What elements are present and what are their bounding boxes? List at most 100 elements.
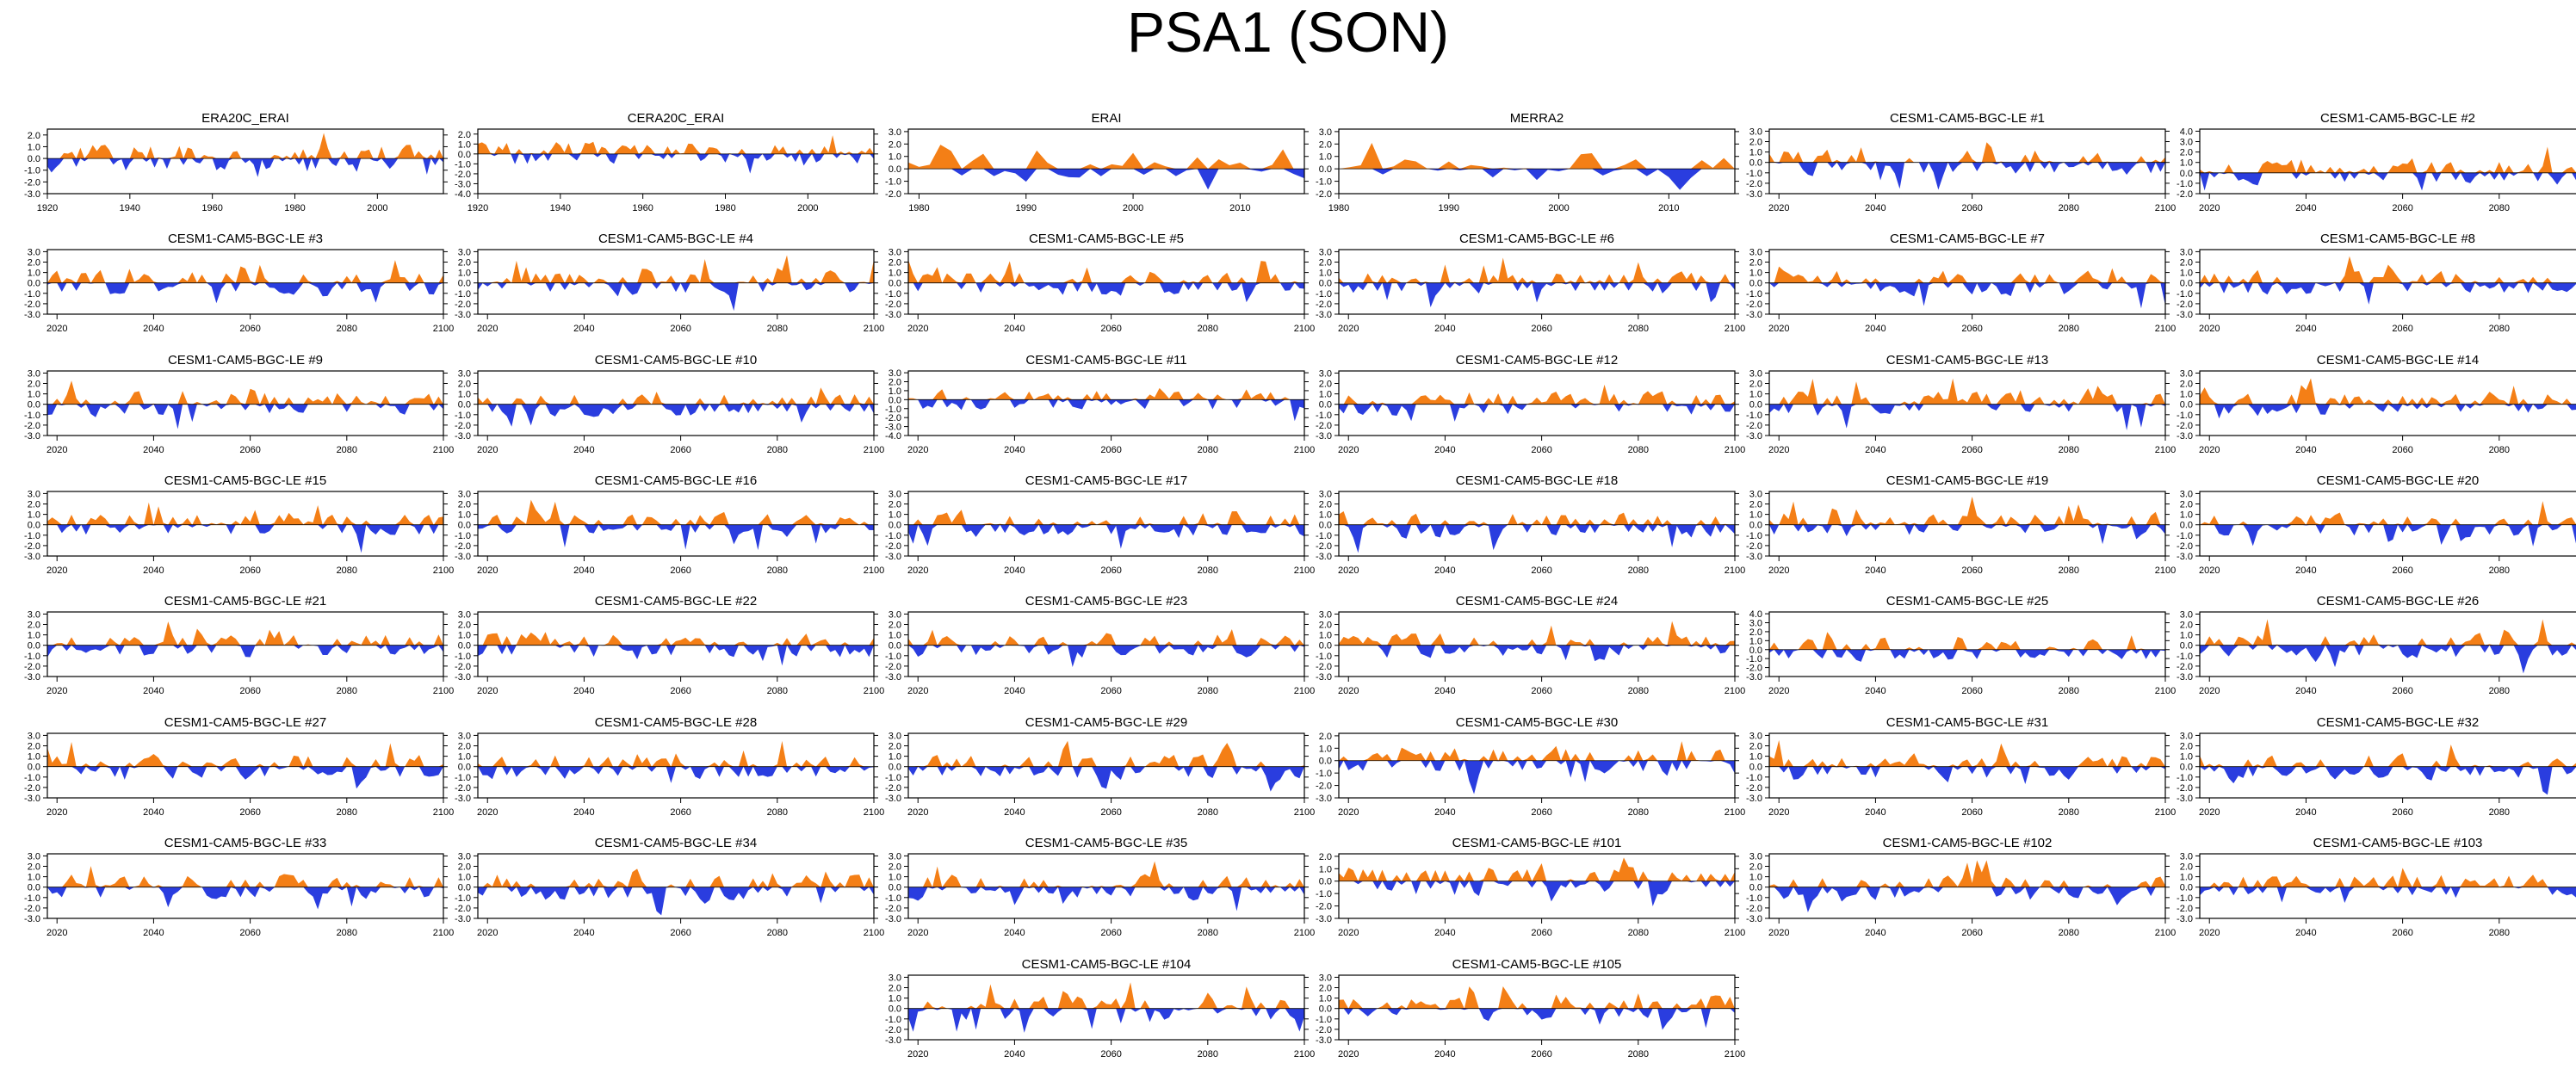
y-tick-label: -3.0: [455, 672, 471, 683]
y-tick-label: 2.0: [1319, 621, 1332, 631]
y-tick-label: -1.0: [24, 652, 40, 662]
y-tick-label: -1.0: [2177, 652, 2193, 662]
y-tick-label: -3.0: [24, 552, 40, 562]
y-tick-label: -2.0: [885, 1025, 901, 1035]
y-tick-label: 2.0: [2180, 862, 2193, 873]
panel-frame: [907, 611, 1305, 677]
y-tick-label: -1.0: [1746, 411, 1762, 421]
positive-area: [908, 387, 1304, 400]
y-tick-label: -3.0: [1746, 552, 1762, 562]
x-tick-label: 2080: [2059, 324, 2079, 334]
y-tick-label: 2.0: [1319, 500, 1332, 510]
y-tick-label: 0.0: [889, 641, 901, 652]
panel-title: ERA20C_ERAI: [201, 111, 289, 126]
y-tick-label: 1.0: [2180, 631, 2193, 641]
positive-area: [478, 499, 874, 525]
panel-title: CESM1-CAM5-BGC-LE #25: [1886, 594, 2048, 609]
positive-area: [1769, 632, 2165, 650]
negative-area: [478, 645, 874, 666]
x-tick-label: 2040: [2295, 565, 2316, 576]
y-tick-label: -4.0: [885, 431, 901, 442]
panel: CESM1-CAM5-BGC-LE #10-3.0-2.0-1.00.01.02…: [455, 353, 884, 455]
y-tick-label: -1.0: [885, 177, 901, 188]
x-tick-label: 2100: [1725, 807, 1745, 818]
y-tick-label: -1.0: [1316, 652, 1332, 662]
y-tick-label: 3.0: [889, 489, 901, 499]
panel-title: CESM1-CAM5-BGC-LE #3: [168, 232, 323, 246]
negative-area: [2200, 645, 2576, 674]
x-tick-label: 2040: [1865, 928, 1886, 938]
x-tick-label: 2060: [1531, 807, 1551, 818]
y-tick-label: 1.0: [1749, 752, 1762, 763]
y-tick-label: 1.0: [458, 631, 471, 641]
positive-area: [1339, 143, 1735, 170]
x-tick-label: 2060: [1961, 565, 1982, 576]
panel-title: MERRA2: [1510, 111, 1564, 126]
panel-title: CESM1-CAM5-BGC-LE #5: [1029, 232, 1184, 246]
y-tick-label: -3.0: [885, 552, 901, 562]
x-tick-label: 2020: [1338, 445, 1359, 455]
panel-frame: [2199, 249, 2576, 315]
y-tick-label: -2.0: [24, 541, 40, 552]
panel: CESM1-CAM5-BGC-LE #27-3.0-2.0-1.00.01.02…: [24, 715, 454, 818]
panel: CESM1-CAM5-BGC-LE #34-3.0-2.0-1.00.01.02…: [455, 836, 884, 938]
x-tick-label: 2000: [367, 203, 387, 213]
panel-title: CESM1-CAM5-BGC-LE #31: [1886, 715, 2048, 730]
x-tick-label: 2040: [2295, 686, 2316, 696]
x-tick-label: 1940: [120, 203, 140, 213]
y-tick-label: 2.0: [1319, 258, 1332, 269]
x-tick-label: 2040: [1434, 1049, 1455, 1060]
negative-area: [47, 282, 443, 304]
y-tick-label: 2.0: [458, 130, 471, 140]
y-tick-label: 3.0: [889, 127, 901, 138]
y-tick-label: -1.0: [24, 166, 40, 176]
y-tick-label: 2.0: [1749, 627, 1762, 638]
y-tick-label: -1.0: [885, 405, 901, 415]
panel: CESM1-CAM5-BGC-LE #104 -3.0-2.0-1.00.01.0…: [885, 957, 1315, 1060]
y-tick-label: -3.0: [2177, 914, 2193, 924]
y-tick-label: 2.0: [889, 139, 901, 150]
y-tick-label: 3.0: [1749, 489, 1762, 499]
y-tick-label: -2.0: [24, 662, 40, 672]
x-tick-label: 2080: [2489, 565, 2510, 576]
panel: CESM1-CAM5-BGC-LE #32-3.0-2.0-1.00.01.02…: [2177, 715, 2576, 818]
x-tick-label: 2080: [2489, 807, 2510, 818]
x-tick-label: 2100: [1294, 565, 1315, 576]
y-tick-label: 0.0: [458, 279, 471, 289]
panel-frame: [46, 491, 444, 557]
panel-frame: [1338, 491, 1736, 557]
y-tick-label: -3.0: [1746, 672, 1762, 683]
x-tick-label: 2060: [1100, 928, 1121, 938]
x-tick-label: 2020: [477, 807, 498, 818]
y-tick-label: -2.0: [885, 541, 901, 552]
y-tick-label: -2.0: [24, 783, 40, 794]
positive-area: [47, 621, 443, 646]
x-tick-label: 2060: [239, 807, 260, 818]
panel-title: CESM1-CAM5-BGC-LE #13: [1886, 353, 2048, 368]
y-tick-label: 0.0: [889, 1004, 901, 1015]
positive-area: [1339, 986, 1735, 1009]
y-tick-label: 2.0: [889, 258, 901, 269]
panel: CESM1-CAM5-BGC-LE #101 -3.0 -2.0 -1.0 0.0 1.0…: [1316, 836, 1745, 938]
positive-area: [1769, 378, 2165, 405]
y-tick-label: -3.0: [1316, 552, 1332, 562]
x-tick-label: 2100: [433, 565, 454, 576]
y-tick-label: 0.0: [889, 395, 901, 405]
y-tick-label: 3.0: [28, 368, 40, 379]
x-tick-label: 2040: [1865, 565, 1886, 576]
negative-area: [1769, 162, 2165, 190]
x-tick-label: 2040: [1004, 565, 1025, 576]
y-tick-label: 0.0: [458, 883, 471, 893]
x-tick-label: 2040: [1865, 807, 1886, 818]
panel: CESM1-CAM5-BGC-LE #23-3.0-2.0-1.00.01.02…: [885, 594, 1315, 696]
x-tick-label: 2020: [2199, 686, 2220, 696]
negative-area: [2200, 282, 2576, 305]
x-tick-label: 2080: [2489, 445, 2510, 455]
positive-area: [1339, 511, 1735, 525]
y-tick-label: -1.0: [24, 773, 40, 783]
x-tick-label: 2020: [907, 686, 928, 696]
y-tick-label: 0.0: [1319, 279, 1332, 289]
negative-area: [908, 887, 1304, 911]
x-tick-label: 2020: [907, 1049, 928, 1060]
y-tick-label: -2.0: [1316, 541, 1332, 552]
